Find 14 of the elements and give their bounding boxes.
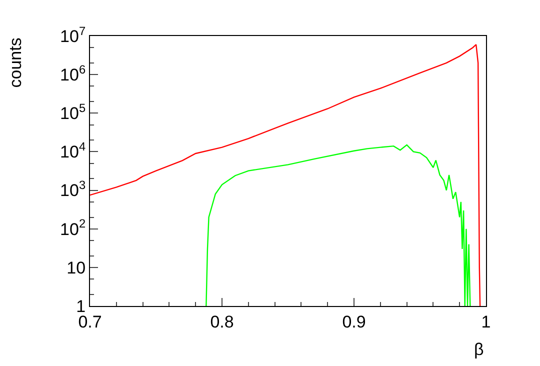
- y-tick-label: 10$^{7}$: [60, 24, 86, 46]
- y-tick-label: 10$^{2}$: [60, 216, 86, 239]
- x-tick-label: 0.9: [342, 312, 366, 332]
- x-axis-title: β: [474, 340, 484, 359]
- y-axis-title: counts: [6, 38, 25, 88]
- y-tick-label: 10$^{6}$: [60, 62, 86, 85]
- y-tick-label: 10$^{4}$: [60, 140, 86, 162]
- line-series: [206, 144, 471, 306]
- y-tick-label: 10: [66, 258, 86, 278]
- line-series: [90, 44, 481, 306]
- y-tick-label: 10$^{3}$: [60, 178, 86, 200]
- x-tick-label: 0.8: [210, 312, 234, 332]
- y-tick-label: 10$^{5}$: [60, 100, 86, 124]
- x-tick-label: 1: [481, 312, 491, 332]
